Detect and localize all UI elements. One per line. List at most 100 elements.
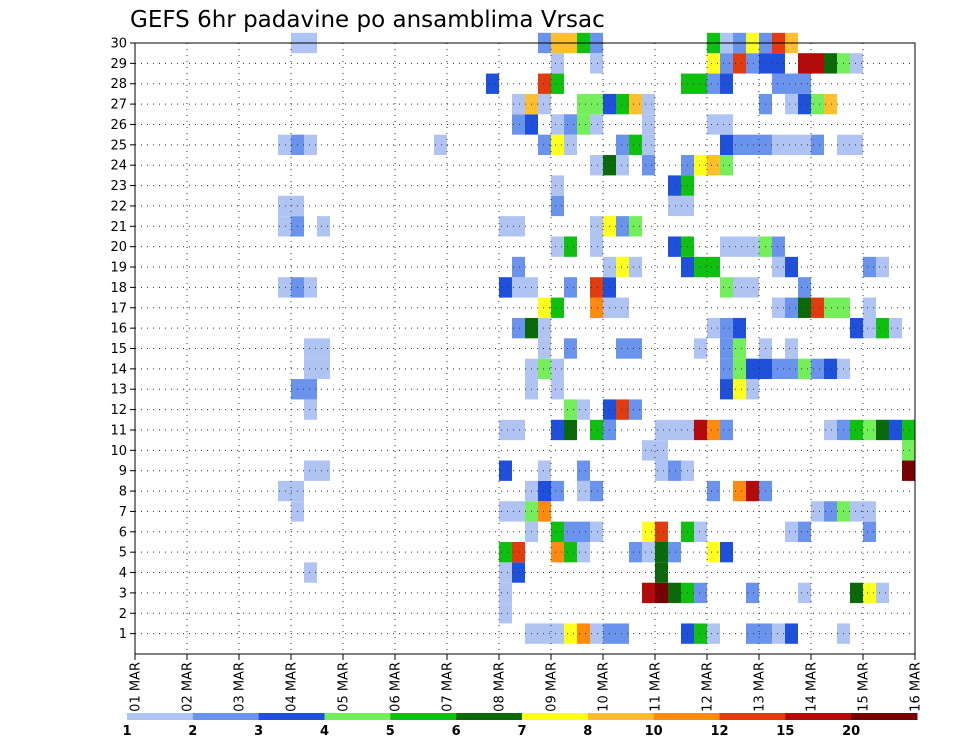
heatmap-cell: [564, 134, 577, 156]
x-tick-label: 10 MAR: [597, 662, 612, 712]
heatmap-cell: [551, 236, 564, 257]
y-tick-label: 29: [110, 57, 127, 72]
heatmap-cell: [590, 480, 603, 502]
heatmap-cell: [278, 277, 291, 298]
heatmap-cell: [538, 460, 551, 481]
legend-label: 5: [386, 724, 395, 739]
heatmap-cell: [850, 134, 863, 156]
legend-label: 2: [188, 724, 197, 739]
heatmap-cell: [551, 480, 564, 502]
y-tick-label: 23: [110, 179, 127, 194]
heatmap-cell: [642, 93, 655, 115]
heatmap-cell: [512, 562, 525, 583]
heatmap-cell: [629, 216, 642, 237]
x-tick-label: 07 MAR: [441, 662, 456, 712]
heatmap-cell: [811, 358, 824, 380]
y-tick-label: 18: [110, 281, 127, 296]
heatmap-cell: [850, 501, 863, 522]
y-tick-label: 14: [110, 362, 127, 377]
heatmap-cell: [304, 399, 317, 420]
heatmap-cell: [694, 155, 707, 176]
heatmap-cell: [824, 297, 837, 318]
y-tick-label: 20: [110, 240, 127, 255]
heatmap-cell: [512, 114, 525, 135]
legend-swatch: [192, 713, 260, 720]
heatmap-cell: [655, 521, 668, 542]
heatmap-cell: [642, 521, 655, 542]
legend-swatch: [522, 713, 589, 720]
heatmap-cell: [642, 155, 655, 176]
heatmap-cell: [564, 399, 577, 420]
heatmap-cell: [577, 460, 590, 481]
heatmap-cell: [590, 521, 603, 542]
legend-swatch: [851, 713, 918, 720]
y-tick-label: 9: [119, 464, 127, 479]
heatmap-cell: [863, 501, 876, 522]
heatmap-cell: [317, 358, 330, 380]
heatmap-cell: [694, 582, 707, 604]
heatmap-cell: [746, 358, 759, 380]
heatmap-cell: [772, 358, 785, 380]
heatmap-cell: [642, 114, 655, 135]
heatmap-cell: [538, 480, 551, 502]
heatmap-cell: [538, 501, 551, 522]
heatmap-cell: [733, 53, 746, 74]
heatmap-cell: [551, 114, 564, 135]
y-tick-label: 4: [119, 566, 127, 581]
heatmap-cell: [720, 114, 733, 135]
y-tick-label: 5: [119, 546, 127, 561]
heatmap-cell: [577, 480, 590, 502]
heatmap-cell: [863, 582, 876, 604]
heatmap-cell: [538, 358, 551, 380]
heatmap-cell: [642, 582, 655, 604]
heatmap-cell: [733, 379, 746, 400]
heatmap-cell: [551, 358, 564, 380]
heatmap-cell: [746, 53, 759, 74]
heatmap-cell: [863, 317, 876, 339]
heatmap-cell: [668, 236, 681, 257]
heatmap-cell: [772, 297, 785, 318]
heatmap-cell: [785, 338, 798, 359]
heatmap-cell: [785, 93, 798, 115]
x-tick-label: 11 MAR: [649, 662, 664, 712]
heatmap-cell: [538, 297, 551, 318]
heatmap-cell: [278, 195, 291, 217]
heatmap-cell: [733, 277, 746, 298]
legend-label: 10: [645, 724, 663, 739]
legend-swatch: [127, 713, 194, 720]
heatmap-cell: [499, 582, 512, 604]
heatmap-cell: [850, 419, 863, 441]
heatmap-cell: [564, 623, 577, 644]
heatmap-cell: [798, 582, 811, 604]
heatmap-cell: [278, 134, 291, 156]
heatmap-cell: [304, 460, 317, 481]
heatmap-cell: [876, 582, 889, 604]
heatmap-cell: [499, 277, 512, 298]
heatmap-cell: [499, 419, 512, 441]
heatmap-cell: [616, 134, 629, 156]
x-tick-label: 13 MAR: [753, 662, 768, 712]
heatmap-cell: [746, 236, 759, 257]
heatmap-cell: [733, 338, 746, 359]
heatmap-cell: [642, 134, 655, 156]
heatmap-cell: [824, 419, 837, 441]
heatmap-cell: [798, 521, 811, 542]
y-tick-label: 7: [119, 505, 127, 520]
legend-label: 4: [320, 724, 329, 739]
heatmap-cell: [655, 419, 668, 441]
heatmap-cell: [798, 134, 811, 156]
heatmap-cell: [824, 358, 837, 380]
heatmap-cell: [629, 256, 642, 278]
heatmap-cell: [629, 338, 642, 359]
legend-swatch: [653, 713, 720, 720]
heatmap-cell: [512, 317, 525, 339]
heatmap-cell: [434, 134, 447, 156]
x-tick-label: 01 MAR: [129, 662, 144, 712]
heatmap-cell: [590, 623, 603, 644]
legend-label: 7: [517, 724, 526, 739]
heatmap-cell: [824, 501, 837, 522]
heatmap-cell: [798, 277, 811, 298]
heatmap-cell: [629, 93, 642, 115]
heatmap-cell: [824, 93, 837, 115]
heatmap-cell: [707, 419, 720, 441]
